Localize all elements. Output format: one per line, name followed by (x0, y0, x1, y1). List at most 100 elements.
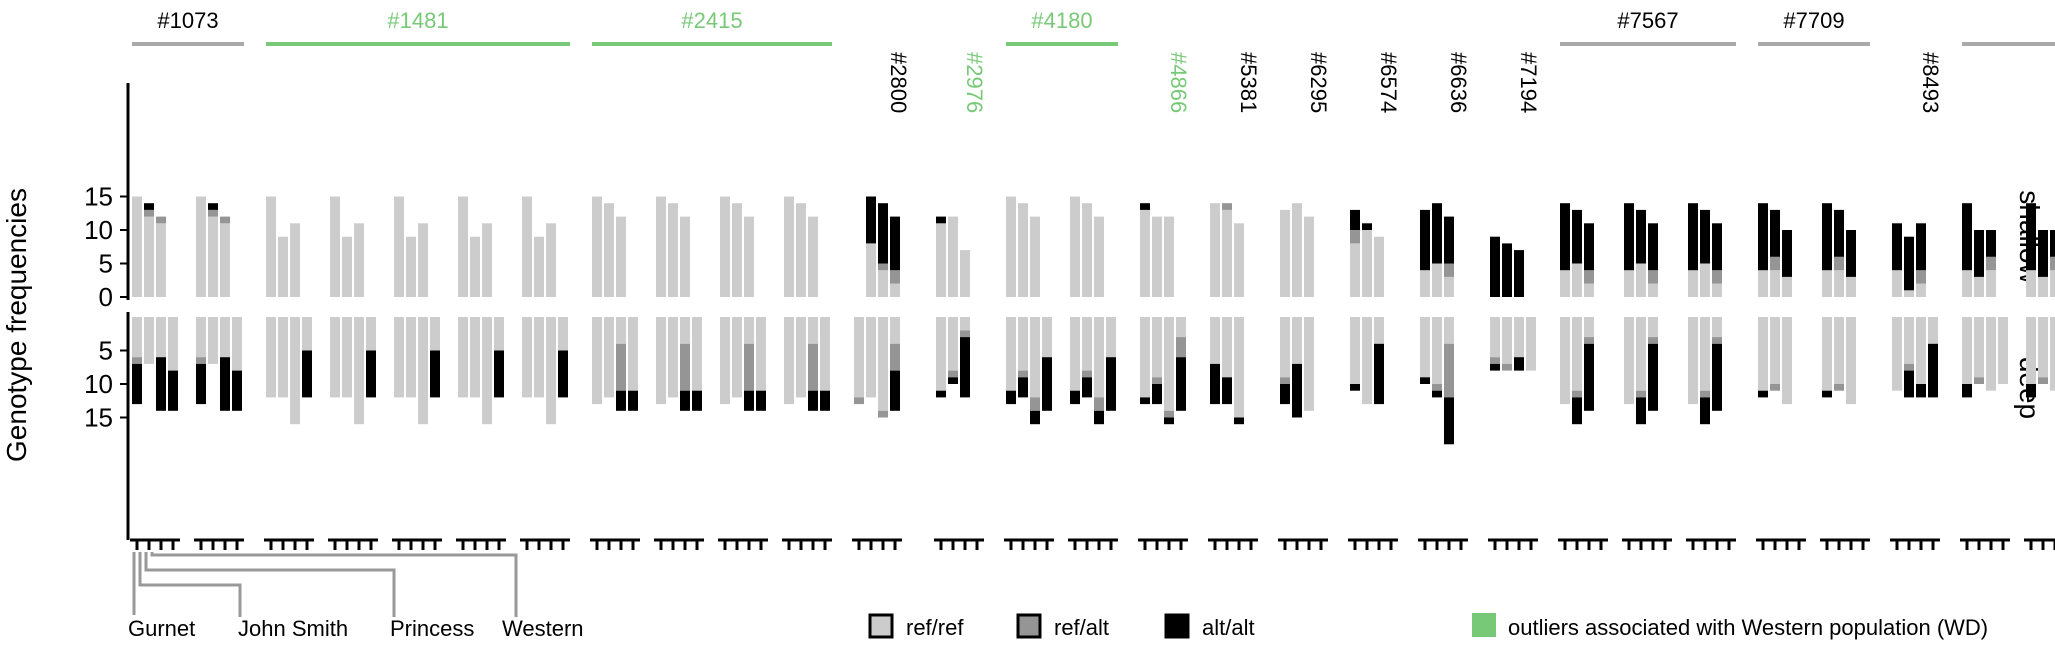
bar-deep-ref-ref (546, 317, 556, 425)
bar-deep-ref-ref (144, 317, 154, 364)
bar-deep-ref-ref (1712, 317, 1722, 338)
bar-deep-alt-alt (890, 370, 900, 411)
bar-deep-ref-alt (1700, 390, 1710, 398)
bar-shallow-ref-ref (1822, 270, 1832, 297)
group-label: #4180 (1031, 8, 1092, 33)
bar-deep-ref-ref (1350, 317, 1360, 384)
bar-deep-ref-ref (522, 317, 532, 398)
bar-shallow-alt-alt (1688, 203, 1698, 271)
bar-deep-ref-ref (1006, 317, 1016, 391)
bar-deep-alt-alt (220, 357, 230, 411)
bar-shallow-ref-ref (2050, 270, 2055, 297)
bar-shallow-ref-ref (1846, 276, 1856, 297)
bar-deep-ref-ref (2038, 317, 2048, 378)
bar-deep-ref-alt (1834, 384, 1844, 391)
bar-shallow-alt-alt (1624, 203, 1634, 271)
bar-shallow-ref-ref (1584, 283, 1594, 297)
bar-shallow-ref-alt (1986, 256, 1996, 271)
bar-shallow-alt-alt (1962, 203, 1972, 271)
bar-shallow-alt-alt (1444, 216, 1454, 264)
bar-deep-ref-ref (458, 317, 468, 398)
bar-deep-ref-ref (960, 317, 970, 331)
bar-shallow-ref-ref (132, 196, 142, 297)
bar-shallow-ref-ref (948, 216, 958, 297)
bar-deep-alt-alt (1018, 377, 1028, 398)
bar-deep-ref-ref (470, 317, 480, 398)
bar-shallow-ref-ref (656, 196, 666, 297)
bar-deep-ref-ref (1892, 317, 1902, 391)
bar-deep-alt-alt (302, 350, 312, 398)
legend-label-ref-alt: ref/alt (1054, 615, 1109, 640)
bar-shallow-ref-ref (1770, 270, 1780, 297)
bar-deep-ref-alt (1584, 337, 1594, 344)
bar-deep-ref-ref (656, 317, 666, 405)
bar-deep-ref-ref (1140, 317, 1150, 398)
bar-deep-ref-ref (232, 317, 242, 371)
bar-shallow-ref-ref (1834, 270, 1844, 297)
bar-deep-alt-alt (1928, 343, 1938, 398)
bar-shallow-ref-ref (1916, 283, 1926, 297)
bar-shallow-ref-ref (1420, 270, 1430, 297)
bar-deep-ref-ref (220, 317, 230, 358)
bar-deep-ref-ref (1834, 317, 1844, 384)
bar-deep-ref-ref (1432, 317, 1442, 384)
bar-deep-ref-ref (756, 317, 766, 391)
bar-deep-alt-alt (1106, 357, 1116, 411)
bar-deep-ref-alt (854, 397, 864, 405)
bar-deep-alt-alt (1350, 384, 1360, 391)
sample-label-western: Western (502, 616, 584, 641)
bar-deep-ref-ref (1210, 317, 1220, 364)
bar-shallow-ref-ref (668, 203, 678, 297)
bar-deep-ref-ref (196, 317, 206, 358)
bar-shallow-ref-alt (208, 209, 218, 217)
legend-label-alt-alt: alt/alt (1202, 615, 1255, 640)
bar-deep-ref-ref (1700, 317, 1710, 391)
sample-leader-line (138, 552, 242, 617)
bar-shallow-alt-alt (1712, 223, 1722, 271)
bar-deep-alt-alt (1152, 384, 1162, 405)
bar-shallow-ref-alt (1712, 270, 1722, 284)
bar-deep-ref-ref (866, 317, 876, 398)
legend-label-ref-ref: ref/ref (906, 615, 964, 640)
legend-swatch-alt-alt (1164, 613, 1190, 639)
sample-label-princess: Princess (390, 616, 474, 641)
bar-deep-alt-alt (1374, 343, 1384, 405)
bar-shallow-ref-ref (1070, 196, 1080, 297)
bar-shallow-ref-ref (1222, 209, 1232, 297)
bar-shallow-ref-ref (394, 196, 404, 297)
bar-shallow-ref-ref (1152, 216, 1162, 297)
bar-shallow-ref-ref (342, 236, 352, 297)
bar-deep-ref-alt (1444, 343, 1454, 398)
bar-deep-ref-ref (1648, 317, 1658, 338)
bar-deep-ref-ref (820, 317, 830, 391)
bar-deep-ref-ref (890, 317, 900, 344)
bar-deep-ref-ref (1770, 317, 1780, 384)
group-label: #6574 (1376, 52, 1401, 113)
bar-deep-ref-ref (808, 317, 818, 344)
bar-deep-ref-ref (1070, 317, 1080, 391)
bar-shallow-alt-alt (1758, 203, 1768, 271)
bar-deep-alt-alt (1082, 377, 1092, 398)
bar-deep-ref-ref (1904, 317, 1914, 364)
bar-deep-alt-alt (1904, 370, 1914, 398)
bar-deep-ref-alt (890, 343, 900, 371)
bar-deep-alt-alt (232, 370, 242, 411)
bar-shallow-ref-ref (1892, 270, 1902, 297)
bar-deep-ref-alt (1572, 390, 1582, 398)
group-label: #1073 (157, 8, 218, 33)
bar-deep-ref-ref (1974, 317, 1984, 378)
group-label: #8493 (1918, 52, 1943, 113)
bar-shallow-ref-ref (744, 216, 754, 297)
bar-shallow-alt-alt (2026, 203, 2036, 271)
bar-shallow-alt-alt (890, 216, 900, 271)
bar-deep-ref-ref (1094, 317, 1104, 398)
bar-deep-alt-alt (1490, 363, 1500, 371)
group-label: #5381 (1236, 52, 1261, 113)
group-label: #7194 (1516, 52, 1541, 113)
bar-deep-ref-ref (208, 317, 218, 364)
bar-shallow-alt-alt (1770, 209, 1780, 257)
bar-deep-alt-alt (1030, 410, 1040, 425)
bar-deep-alt-alt (948, 377, 958, 384)
bar-deep-ref-ref (342, 317, 352, 398)
bar-shallow-ref-alt (1584, 270, 1594, 284)
